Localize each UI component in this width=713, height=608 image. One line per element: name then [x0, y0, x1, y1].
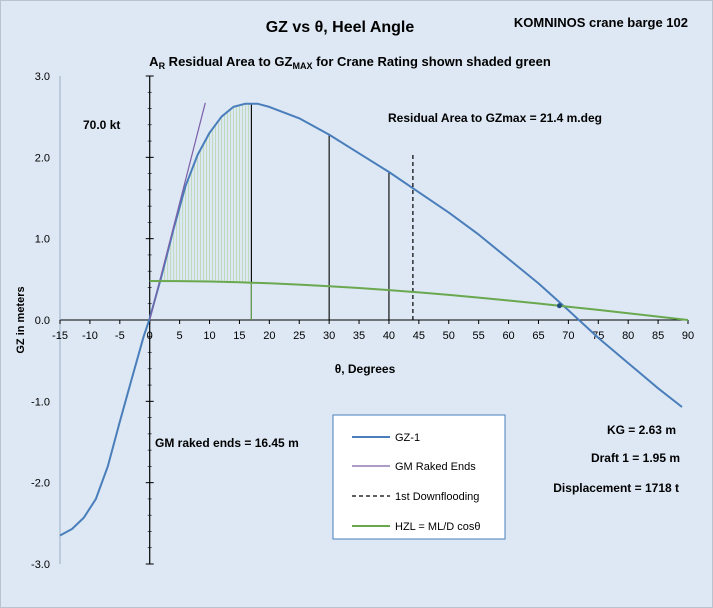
residual-area-shading [158, 103, 252, 287]
y-tick-label: 1.0 [35, 234, 50, 246]
subtitle-suffix: for Crane Rating shown shaded green [312, 54, 550, 69]
y-tick-label: -2.0 [31, 478, 50, 490]
x-tick-label: 5 [177, 330, 183, 342]
corner-label: KOMNINOS crane barge 102 [514, 15, 688, 30]
x-tick-label: 40 [383, 330, 395, 342]
x-tick-label: 65 [532, 330, 544, 342]
x-tick-label: 50 [443, 330, 455, 342]
legend-label: GM Raked Ends [395, 461, 476, 473]
subtitle-middle-sub: MAX [292, 61, 312, 71]
x-tick-label: 75 [592, 330, 604, 342]
chart-subtitle: AR Residual Area to GZMAX for Crane Rati… [149, 54, 551, 71]
subtitle-prefix-sub: R [159, 61, 166, 71]
subtitle-middle: Residual Area to GZ [165, 54, 292, 69]
series-line [149, 102, 206, 321]
x-tick-label: -15 [52, 330, 68, 342]
legend-label: GZ-1 [395, 432, 420, 444]
x-tick-label: 35 [353, 330, 365, 342]
x-tick-label: -5 [115, 330, 125, 342]
y-axis-label: GZ in meters [15, 286, 27, 353]
gm-annotation: GM raked ends = 16.45 m [155, 436, 299, 450]
series-line [59, 102, 683, 537]
x-tick-label: 85 [652, 330, 664, 342]
x-axis-label: θ, Degrees [335, 362, 396, 376]
residual-area-annotation: Residual Area to GZmax = 21.4 m.deg [388, 111, 602, 125]
y-tick-label: -3.0 [31, 559, 50, 571]
x-tick-label: 45 [413, 330, 425, 342]
y-tick-label: 3.0 [35, 71, 50, 83]
y-tick-label: 0.0 [35, 315, 50, 327]
legend-box [332, 414, 506, 540]
draft-annotation: Draft 1 = 1.95 m [591, 451, 680, 465]
legend: GZ-1 GM Raked Ends 1st Downflooding HZL = M… [332, 414, 506, 540]
x-tick-label: 80 [622, 330, 634, 342]
x-tick-label: 90 [682, 330, 694, 342]
series-line [149, 280, 689, 321]
x-tick-label: 70 [562, 330, 574, 342]
subtitle-prefix: A [149, 54, 159, 69]
legend-label: HZL = ML/D cosθ [395, 521, 480, 533]
displacement-annotation: Displacement = 1718 t [553, 481, 679, 495]
y-tick-label: -1.0 [31, 396, 50, 408]
x-tick-label: 55 [473, 330, 485, 342]
x-tick-label: 60 [502, 330, 514, 342]
chart-title: GZ vs θ, Heel Angle [266, 19, 415, 36]
x-tick-label: 25 [293, 330, 305, 342]
wind-annotation: 70.0 kt [83, 118, 120, 132]
x-tick-label: 10 [203, 330, 215, 342]
x-tick-label: 15 [233, 330, 245, 342]
equilibrium-point [556, 303, 562, 309]
y-tick-label: 2.0 [35, 152, 50, 164]
x-tick-label: -10 [82, 330, 98, 342]
x-tick-label: 20 [263, 330, 275, 342]
x-tick-label: 30 [323, 330, 335, 342]
legend-label: 1st Downflooding [395, 491, 479, 503]
kg-annotation: KG = 2.63 m [607, 423, 676, 437]
